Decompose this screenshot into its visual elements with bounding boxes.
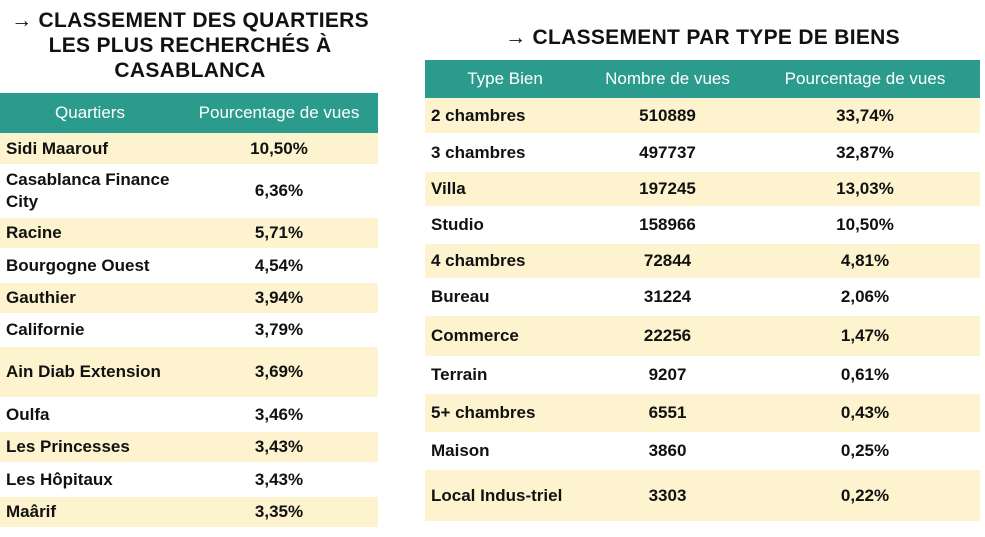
view-percentage: 33,74% <box>750 98 980 135</box>
table-row: Racine 5,71% <box>0 217 378 250</box>
view-percentage: 3,43% <box>180 463 378 497</box>
view-percentage: 3,46% <box>180 398 378 432</box>
view-percentage: 3,79% <box>180 314 378 347</box>
view-percentage: 4,54% <box>180 249 378 283</box>
view-percentage: 1,47% <box>750 315 980 358</box>
view-count: 31224 <box>585 279 750 316</box>
property-type: Maison <box>425 433 585 470</box>
view-percentage: 3,35% <box>180 496 378 529</box>
property-type: Studio <box>425 207 585 244</box>
table-row: Casablanca Finance City 6,36% <box>0 165 378 218</box>
view-percentage: 3,69% <box>180 346 378 399</box>
table-row: Bourgogne Ouest 4,54% <box>0 249 378 283</box>
neighborhood-name: Maârif <box>0 496 180 529</box>
column-header-type-bien: Type Bien <box>425 60 585 98</box>
column-header-nombre-vues: Nombre de vues <box>585 60 750 98</box>
neighborhood-name: Les Princesses <box>0 431 180 464</box>
view-percentage: 3,94% <box>180 282 378 315</box>
neighborhood-name: Gauthier <box>0 282 180 315</box>
table-row: Ain Diab Extension 3,69% <box>0 346 378 399</box>
title-line: → CLASSEMENT DES QUARTIERS <box>11 9 369 32</box>
view-percentage: 2,06% <box>750 279 980 316</box>
table-row: Villa 197245 13,03% <box>425 171 980 208</box>
view-percentage: 0,22% <box>750 469 980 523</box>
property-type: Bureau <box>425 279 585 316</box>
view-percentage: 0,43% <box>750 393 980 434</box>
view-percentage: 10,50% <box>180 133 378 166</box>
table-row: Local Indus-triel 3303 0,22% <box>425 469 980 523</box>
view-count: 3303 <box>585 469 750 523</box>
property-types-table: Type Bien Nombre de vues Pourcentage de … <box>425 60 980 523</box>
view-percentage: 10,50% <box>750 207 980 244</box>
column-header-pourcentage: Pourcentage de vues <box>180 93 378 133</box>
view-percentage: 32,87% <box>750 134 980 172</box>
table-row: Maârif 3,35% <box>0 496 378 529</box>
neighborhood-name: Racine <box>0 217 180 250</box>
table-row: Bureau 31224 2,06% <box>425 279 980 316</box>
view-percentage: 6,36% <box>180 165 378 218</box>
property-type: Villa <box>425 171 585 208</box>
view-count: 6551 <box>585 393 750 434</box>
property-type: 2 chambres <box>425 98 585 135</box>
table-row: 4 chambres 72844 4,81% <box>425 243 980 280</box>
view-percentage: 3,43% <box>180 431 378 464</box>
column-header-pourcentage-vues: Pourcentage de vues <box>750 60 980 98</box>
table-row: Sidi Maarouf 10,50% <box>0 133 378 166</box>
neighborhood-name: Oulfa <box>0 398 180 432</box>
table-row: Oulfa 3,46% <box>0 398 378 432</box>
view-count: 510889 <box>585 98 750 135</box>
neighborhood-name: Californie <box>0 314 180 347</box>
property-type: Local Indus-triel <box>425 469 585 523</box>
view-percentage: 0,61% <box>750 357 980 394</box>
property-type-ranking-title: → CLASSEMENT PAR TYPE DE BIENS <box>505 26 900 49</box>
view-percentage: 4,81% <box>750 243 980 280</box>
neighborhood-name: Sidi Maarouf <box>0 133 180 166</box>
neighborhoods-ranking-title: → CLASSEMENT DES QUARTIERS LES PLUS RECH… <box>0 8 380 83</box>
view-count: 3860 <box>585 433 750 470</box>
view-percentage: 5,71% <box>180 217 378 250</box>
table-row: 5+ chambres 6551 0,43% <box>425 393 980 434</box>
neighborhoods-table: Quartiers Pourcentage de vues Sidi Maaro… <box>0 93 378 529</box>
table-row: Californie 3,79% <box>0 314 378 347</box>
neighborhood-name: Bourgogne Ouest <box>0 249 180 283</box>
view-count: 9207 <box>585 357 750 394</box>
neighborhood-name: Casablanca Finance City <box>0 165 180 218</box>
neighborhood-name: Les Hôpitaux <box>0 463 180 497</box>
neighborhood-name: Ain Diab Extension <box>0 346 180 399</box>
table-row: 3 chambres 497737 32,87% <box>425 134 980 172</box>
table-row: Gauthier 3,94% <box>0 282 378 315</box>
property-type: 5+ chambres <box>425 393 585 434</box>
property-type: Terrain <box>425 357 585 394</box>
title-line: CASABLANCA <box>114 59 266 82</box>
property-type: 3 chambres <box>425 134 585 172</box>
column-header-quartiers: Quartiers <box>0 93 180 133</box>
view-count: 72844 <box>585 243 750 280</box>
table-row: Studio 158966 10,50% <box>425 207 980 244</box>
view-count: 22256 <box>585 315 750 358</box>
property-type: 4 chambres <box>425 243 585 280</box>
title-line: LES PLUS RECHERCHÉS À <box>48 34 332 57</box>
table-row: Les Hôpitaux 3,43% <box>0 463 378 497</box>
table-row: Terrain 9207 0,61% <box>425 357 980 394</box>
view-count: 158966 <box>585 207 750 244</box>
view-percentage: 0,25% <box>750 433 980 470</box>
table-row: Maison 3860 0,25% <box>425 433 980 470</box>
view-count: 497737 <box>585 134 750 172</box>
table-row: Les Princesses 3,43% <box>0 431 378 464</box>
view-percentage: 13,03% <box>750 171 980 208</box>
table-row: 2 chambres 510889 33,74% <box>425 98 980 135</box>
property-type: Commerce <box>425 315 585 358</box>
view-count: 197245 <box>585 171 750 208</box>
table-row: Commerce 22256 1,47% <box>425 315 980 358</box>
